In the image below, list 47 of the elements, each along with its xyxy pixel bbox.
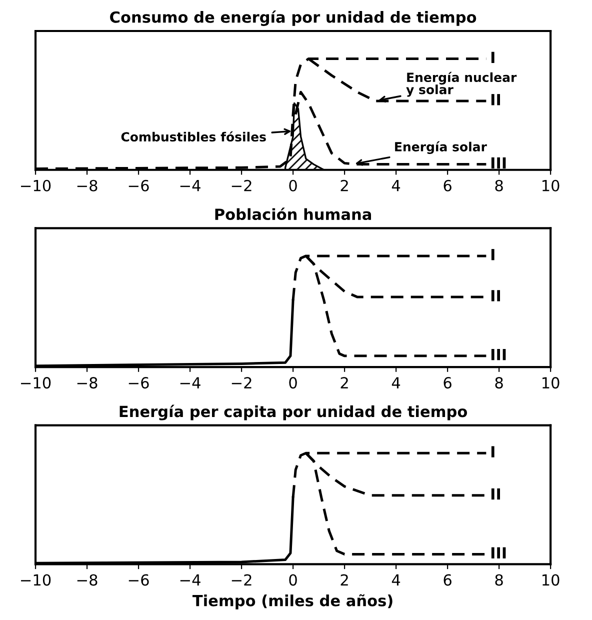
x-tick-label: 10 [542, 574, 560, 586]
chart-title: Población humana [215, 208, 372, 220]
x-tick-label: 4 [392, 574, 400, 586]
x-tick-label: 0 [289, 377, 297, 389]
series-label: III [491, 157, 506, 169]
series-label: I [491, 249, 494, 260]
x-tick-label: 2 [340, 377, 348, 388]
x-tick-label: −10 [21, 377, 51, 389]
chart-title: Consumo de energía por unidad de tiempo [110, 10, 476, 26]
x-tick-label: 8 [495, 180, 503, 192]
x-tick-label: −4 [180, 180, 200, 192]
x-tick-label: −4 [180, 377, 200, 388]
chart-title: Energía per capita por unidad de tiempo [120, 404, 468, 420]
x-tick-label: 6 [444, 574, 452, 586]
series-label: III [491, 547, 506, 558]
x-tick-label: −2 [232, 574, 252, 586]
x-tick-label: −8 [77, 574, 98, 586]
x-tick-label: 8 [495, 574, 503, 586]
x-tick-label: −10 [21, 180, 51, 192]
x-tick-label: 8 [495, 377, 503, 389]
series-label: II [491, 488, 500, 500]
x-tick-label: 4 [392, 180, 400, 192]
x-tick-label: 4 [392, 377, 400, 388]
x-tick-label: −4 [180, 574, 200, 586]
series-label: II [491, 290, 500, 302]
annotation: Combustibles fósiles [121, 131, 266, 142]
x-tick-label: −10 [21, 574, 51, 586]
x-tick-label: 6 [444, 377, 452, 389]
x-tick-label: −8 [77, 180, 98, 192]
x-tick-label: 10 [542, 180, 560, 192]
annotation: Energía solar [395, 141, 487, 154]
x-tick-label: −6 [128, 377, 149, 389]
x-tick-label: −2 [232, 377, 252, 388]
x-tick-label: 10 [542, 377, 560, 389]
x-tick-label: −6 [128, 180, 149, 192]
x-tick-label: 6 [444, 180, 452, 192]
x-tick-label: 0 [289, 180, 297, 192]
x-tick-label: −8 [77, 377, 98, 389]
series-label: III [491, 348, 506, 360]
x-axis-title: Tiempo (miles de años) [192, 594, 392, 610]
x-tick-label: 0 [289, 574, 297, 586]
series-label: I [491, 52, 494, 63]
x-tick-label: 2 [340, 180, 348, 192]
series-label: I [491, 446, 494, 458]
x-tick-label: −2 [232, 180, 252, 192]
x-tick-label: −6 [128, 574, 149, 586]
x-tick-label: 2 [340, 574, 348, 586]
